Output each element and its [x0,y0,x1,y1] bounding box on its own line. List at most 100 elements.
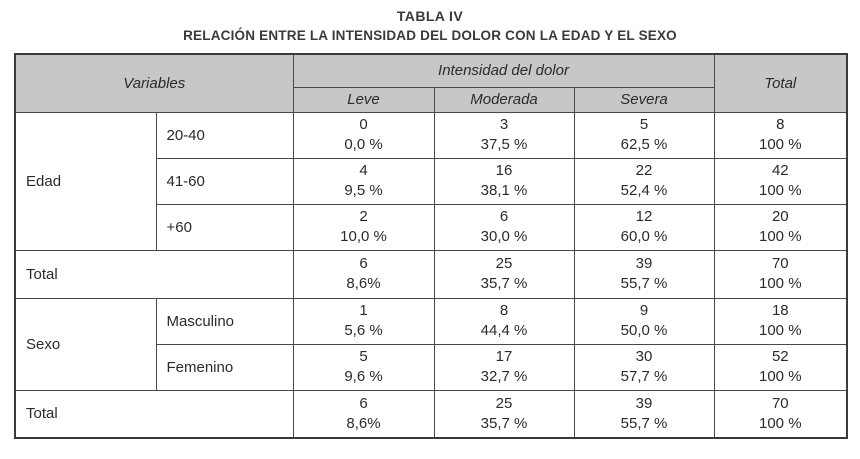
data-cell: 9 50,0 % [573,297,715,345]
cell-percent: 50,0 % [620,322,668,339]
table-row-edad-20-40: Edad 20-40 0 0,0 % 3 37,5 % 5 62,5 % 8 1… [14,111,848,251]
table-row-total-edad: Total 6 8,6% 25 35,7 % 39 55,7 % 70 100 … [14,249,848,299]
data-cell: 8 100 % [713,111,848,159]
cell-percent: 55,7 % [620,414,668,432]
cell-count: 39 [635,255,653,272]
cell-count: 22 [635,162,653,179]
data-cell: 39 55,7 % [573,249,715,299]
cell-percent: 35,7 % [480,275,528,292]
cell-percent: 9,5 % [344,182,383,199]
cell-percent: 100 % [759,275,802,292]
cell-count: 42 [771,162,789,179]
cell-percent: 38,1 % [480,182,528,199]
row-label-femenino: Femenino [155,343,294,391]
cell-count: 70 [771,255,789,272]
data-cell: 0 0,0 % [292,111,435,159]
row-label-60plus: +60 [155,203,294,251]
data-cell: 25 35,7 % [433,389,575,439]
table-subtitle: RELACIÓN ENTRE LA INTENSIDAD DEL DOLOR C… [183,28,677,43]
table-row-edad-41-60: 41-60 4 9,5 % 16 38,1 % 22 52,4 % 42 100… [15,157,848,205]
row-label-41-60: 41-60 [155,157,294,205]
data-cell: 5 62,5 % [573,111,715,159]
table-row-sexo-masculino: Sexo Masculino 1 5,6 % 8 44,4 % 9 50,0 %… [14,297,848,391]
header-moderada: Moderada [433,86,575,113]
data-cell: 4 9,5 % [292,157,435,205]
header-leve: Leve [292,86,435,113]
data-cell: 39 55,7 % [573,389,715,439]
cell-count: 6 [499,208,509,225]
data-cell: 17 32,7 % [433,343,575,391]
cell-percent: 100 % [759,322,802,339]
header-intensity-group: Intensidad del dolor [292,53,715,88]
cell-count: 3 [499,116,509,133]
cell-count: 8 [776,116,785,133]
data-cell: 8 44,4 % [433,297,575,345]
table-title: TABLA IV [396,8,464,24]
data-cell: 20 100 % [713,203,848,251]
header-total: Total [713,53,848,113]
cell-count: 1 [359,302,368,319]
cell-count: 25 [495,394,513,412]
cell-percent: 30,0 % [480,228,528,245]
row-label-total-edad: Total [14,249,294,299]
cell-count: 5 [359,348,368,365]
cell-count: 70 [771,394,789,412]
data-cell: 42 100 % [713,157,848,205]
cell-percent: 55,7 % [620,275,668,292]
cell-percent: 100 % [759,182,802,199]
data-cell: 1 5,6 % [292,297,435,345]
cell-percent: 44,4 % [480,322,528,339]
cell-count: 25 [495,255,513,272]
cell-count: 20 [771,208,789,225]
cell-count: 52 [771,348,789,365]
data-cell: 6 8,6% [292,389,435,439]
row-group-edad: Edad [14,111,157,251]
header-row-1: Variables Intensidad del dolor Total [14,53,848,113]
header-variables: Variables [14,53,294,113]
cell-count: 6 [359,255,368,272]
cell-percent: 37,5 % [480,136,528,153]
cell-percent: 100 % [759,228,802,245]
cell-percent: 9,6 % [344,368,383,385]
cell-percent: 60,0 % [620,228,668,245]
row-label-masculino: Masculino [155,297,294,345]
cell-count: 39 [635,394,653,412]
cell-count: 12 [635,208,653,225]
row-group-sexo: Sexo [14,297,157,391]
cell-percent: 32,7 % [480,368,528,385]
cell-count: 30 [635,348,653,365]
data-cell: 30 57,7 % [573,343,715,391]
cell-count: 8 [499,302,509,319]
cell-count: 9 [639,302,649,319]
cell-count: 6 [359,394,368,412]
data-cell: 3 37,5 % [433,111,575,159]
cell-count: 17 [495,348,513,365]
cell-count: 0 [359,116,368,133]
cell-percent: 100 % [759,136,802,153]
cell-percent: 5,6 % [344,322,383,339]
cell-count: 18 [771,302,789,319]
cell-percent: 35,7 % [480,414,528,432]
cell-percent: 10,0 % [340,228,387,245]
data-cell: 25 35,7 % [433,249,575,299]
cell-count: 16 [495,162,513,179]
cell-percent: 52,4 % [620,182,668,199]
data-cell: 22 52,4 % [573,157,715,205]
data-cell: 16 38,1 % [433,157,575,205]
data-cell: 52 100 % [713,343,848,391]
data-cell: 18 100 % [713,297,848,345]
data-cell: 70 100 % [713,249,848,299]
cell-percent: 57,7 % [620,368,668,385]
data-cell: 12 60,0 % [573,203,715,251]
row-label-total-sexo: Total [14,389,294,439]
data-cell: 6 30,0 % [433,203,575,251]
cell-percent: 8,6% [346,275,381,292]
cell-percent: 8,6% [346,414,381,432]
data-table: Variables Intensidad del dolor Total Lev… [14,53,849,439]
data-cell: 5 9,6 % [292,343,435,391]
cell-percent: 100 % [759,368,802,385]
cell-count: 2 [359,208,368,225]
header-severa: Severa [573,86,715,113]
header-row-2: Leve Moderada Severa [15,86,847,113]
